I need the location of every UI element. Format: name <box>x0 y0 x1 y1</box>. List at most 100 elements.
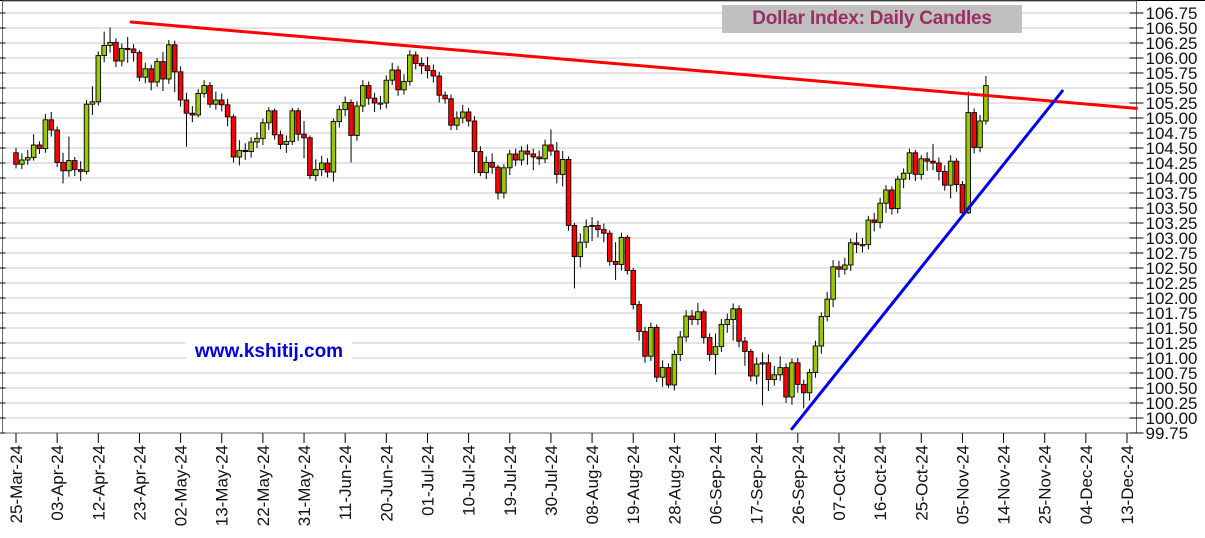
candle <box>113 38 119 67</box>
candle <box>483 156 490 180</box>
y-tick-label: 104.25 <box>1146 154 1198 173</box>
candle <box>218 93 225 112</box>
candle-body-down <box>477 151 484 174</box>
candle <box>601 223 607 243</box>
candle-body-up <box>577 241 584 258</box>
candle <box>442 91 448 104</box>
candle-body-up <box>383 79 390 104</box>
candle <box>689 310 695 325</box>
candle-body-down <box>124 47 131 51</box>
x-tick-label: 12-Apr-24 <box>89 445 108 521</box>
candle <box>759 352 766 406</box>
candle <box>477 146 484 177</box>
candle-body-up <box>753 363 760 377</box>
candle-body-up <box>236 149 243 158</box>
candle <box>606 230 613 266</box>
candle-body-down <box>836 266 842 270</box>
candle-body-down <box>160 61 166 80</box>
candle <box>236 140 243 166</box>
candle <box>765 354 772 391</box>
candle-body-down <box>689 315 695 321</box>
candle <box>912 149 919 181</box>
candle-body-up <box>677 336 683 355</box>
candle-body-up <box>777 367 783 376</box>
candle-body-up <box>724 319 731 325</box>
candle-body-up <box>201 85 207 94</box>
candle <box>371 92 378 112</box>
candle-body-up <box>894 178 901 210</box>
y-tick-label: 101.25 <box>1146 334 1198 353</box>
chart-title: Dollar Index: Daily Candles <box>722 5 1022 33</box>
candle-body-down <box>207 85 213 105</box>
candle <box>89 86 96 115</box>
candle-body-up <box>354 105 360 136</box>
candle-body-down <box>77 169 84 172</box>
candle-body-down <box>271 110 278 136</box>
candle-body-down <box>565 158 572 226</box>
candle <box>448 94 454 130</box>
x-tick-label: 10-Jul-24 <box>460 445 479 516</box>
candle-body-down <box>36 144 43 150</box>
candle-body-down <box>959 184 966 214</box>
candle-body-up <box>483 161 490 174</box>
candle-body-up <box>283 140 290 145</box>
candle <box>260 118 266 145</box>
x-tick-label: 05-Nov-24 <box>953 445 972 524</box>
candle-body-down <box>736 308 742 342</box>
candle <box>977 115 983 153</box>
candle-body-down <box>800 383 807 394</box>
candle-body-up <box>154 61 160 83</box>
candle <box>818 312 825 354</box>
candle-body-down <box>60 161 66 172</box>
candle <box>795 358 801 393</box>
candle-body-down <box>554 150 560 175</box>
candle-body-down <box>795 362 801 385</box>
candle <box>501 164 507 199</box>
x-tick-label: 20-Jun-24 <box>377 445 396 522</box>
candle <box>648 322 654 361</box>
y-tick-label: 105.25 <box>1146 94 1198 113</box>
candle <box>430 64 437 83</box>
y-tick-label: 101.50 <box>1146 319 1198 338</box>
candle-body-down <box>148 68 154 83</box>
candle-body-down <box>624 236 631 271</box>
candle-body-down <box>395 69 401 91</box>
candle-body-up <box>883 189 889 204</box>
candle-body-down <box>418 62 425 67</box>
candle-body-down <box>177 71 184 101</box>
candle-body-up <box>119 47 125 62</box>
candle <box>889 186 895 215</box>
candle-body-up <box>95 55 102 103</box>
candle-body-up <box>454 117 460 126</box>
candle <box>748 349 754 382</box>
candle-body-down <box>424 65 431 72</box>
candle <box>871 212 877 232</box>
y-tick-label: 106.25 <box>1146 34 1198 53</box>
y-tick-label: 103.00 <box>1146 229 1198 248</box>
candle <box>224 98 231 127</box>
candle-body-up <box>25 157 31 161</box>
candle <box>924 152 930 171</box>
candle-body-down <box>853 242 860 246</box>
candle-body-up <box>342 101 348 111</box>
candle <box>230 114 237 163</box>
candle <box>83 100 90 175</box>
candle <box>183 92 190 147</box>
candle-body-up <box>330 121 337 173</box>
candle-body-down <box>430 70 437 77</box>
candle-body-down <box>295 110 301 135</box>
watermark: www.kshitij.com <box>186 336 352 368</box>
candle-body-down <box>595 224 601 231</box>
candle <box>471 116 478 174</box>
candle <box>195 89 201 118</box>
candle-body-up <box>806 371 813 394</box>
candle-body-down <box>218 99 225 106</box>
candle-body-up <box>407 54 413 82</box>
candle <box>577 233 584 268</box>
plot-frame <box>2 0 1137 434</box>
candle-body-down <box>412 54 419 64</box>
candle-body-down <box>307 137 313 177</box>
y-tick-label: 100.25 <box>1146 394 1198 413</box>
candle-body-up <box>865 219 872 246</box>
candle <box>971 108 977 154</box>
